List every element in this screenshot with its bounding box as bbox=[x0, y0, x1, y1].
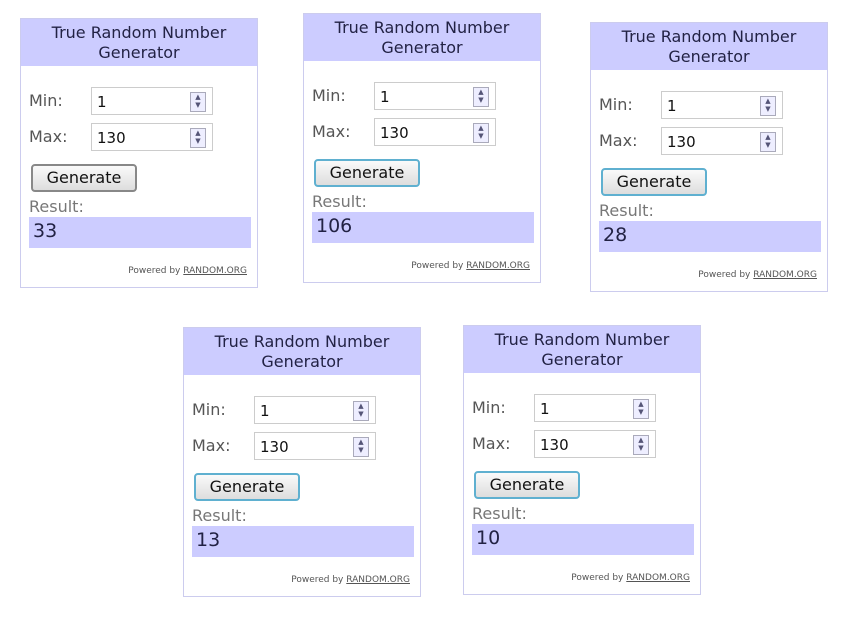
widget-title: True Random Number Generator bbox=[304, 14, 540, 61]
generate-button[interactable]: Generate bbox=[194, 473, 300, 501]
random-org-link[interactable]: RANDOM.ORG bbox=[753, 270, 817, 280]
random-org-link[interactable]: RANDOM.ORG bbox=[466, 261, 530, 271]
generate-button[interactable]: Generate bbox=[31, 164, 137, 192]
result-label: Result: bbox=[472, 504, 527, 523]
max-input[interactable]: 130 ▲ ▼ bbox=[254, 432, 376, 460]
spinner-icon[interactable]: ▲ ▼ bbox=[353, 437, 369, 457]
spinner-icon[interactable]: ▲ ▼ bbox=[633, 399, 649, 419]
rng-widget: True Random Number Generator Min: 1 ▲ ▼ Ma… bbox=[590, 22, 828, 292]
powered-text: Powered by bbox=[291, 575, 344, 585]
result-label: Result: bbox=[312, 192, 367, 211]
generate-button[interactable]: Generate bbox=[314, 159, 420, 187]
result-label: Result: bbox=[29, 197, 84, 216]
min-value: 1 bbox=[540, 400, 550, 418]
min-label: Min: bbox=[192, 400, 226, 419]
rng-widget: True Random Number Generator Min: 1 ▲ ▼ Ma… bbox=[183, 327, 421, 597]
rng-widget: True Random Number Generator Min: 1 ▲ ▼ Ma… bbox=[20, 18, 258, 288]
result-value: 28 bbox=[599, 221, 821, 252]
min-label: Min: bbox=[472, 398, 506, 417]
powered-text: Powered by bbox=[128, 266, 181, 276]
result-value: 33 bbox=[29, 217, 251, 248]
min-label: Min: bbox=[29, 91, 63, 110]
powered-by: Powered by RANDOM.ORG bbox=[571, 573, 690, 583]
max-value: 130 bbox=[667, 133, 696, 151]
powered-text: Powered by bbox=[411, 261, 464, 271]
powered-text: Powered by bbox=[698, 270, 751, 280]
min-value: 1 bbox=[260, 402, 270, 420]
max-value: 130 bbox=[540, 436, 569, 454]
spinner-icon[interactable]: ▲ ▼ bbox=[760, 96, 776, 116]
spinner-icon[interactable]: ▲ ▼ bbox=[190, 92, 206, 112]
max-label: Max: bbox=[192, 436, 231, 455]
min-input[interactable]: 1 ▲ ▼ bbox=[534, 394, 656, 422]
widget-title: True Random Number Generator bbox=[184, 328, 420, 375]
widget-title: True Random Number Generator bbox=[464, 326, 700, 373]
spinner-icon[interactable]: ▲ ▼ bbox=[473, 123, 489, 143]
min-value: 1 bbox=[380, 88, 390, 106]
rng-widget: True Random Number Generator Min: 1 ▲ ▼ Ma… bbox=[463, 325, 701, 595]
random-org-link[interactable]: RANDOM.ORG bbox=[183, 266, 247, 276]
random-org-link[interactable]: RANDOM.ORG bbox=[346, 575, 410, 585]
max-label: Max: bbox=[29, 127, 68, 146]
result-label: Result: bbox=[599, 201, 654, 220]
min-input[interactable]: 1 ▲ ▼ bbox=[661, 91, 783, 119]
spinner-icon[interactable]: ▲ ▼ bbox=[190, 128, 206, 148]
max-label: Max: bbox=[472, 434, 511, 453]
min-value: 1 bbox=[97, 93, 107, 111]
spinner-icon[interactable]: ▲ ▼ bbox=[473, 87, 489, 107]
max-label: Max: bbox=[312, 122, 351, 141]
max-value: 130 bbox=[260, 438, 289, 456]
result-label: Result: bbox=[192, 506, 247, 525]
spinner-icon[interactable]: ▲ ▼ bbox=[353, 401, 369, 421]
min-value: 1 bbox=[667, 97, 677, 115]
max-input[interactable]: 130 ▲ ▼ bbox=[91, 123, 213, 151]
spinner-icon[interactable]: ▲ ▼ bbox=[633, 435, 649, 455]
generate-button[interactable]: Generate bbox=[601, 168, 707, 196]
min-input[interactable]: 1 ▲ ▼ bbox=[254, 396, 376, 424]
powered-by: Powered by RANDOM.ORG bbox=[128, 266, 247, 276]
min-label: Min: bbox=[312, 86, 346, 105]
max-value: 130 bbox=[97, 129, 126, 147]
random-org-link[interactable]: RANDOM.ORG bbox=[626, 573, 690, 583]
powered-text: Powered by bbox=[571, 573, 624, 583]
min-input[interactable]: 1 ▲ ▼ bbox=[374, 82, 496, 110]
result-value: 106 bbox=[312, 212, 534, 243]
max-label: Max: bbox=[599, 131, 638, 150]
min-label: Min: bbox=[599, 95, 633, 114]
powered-by: Powered by RANDOM.ORG bbox=[698, 270, 817, 280]
max-input[interactable]: 130 ▲ ▼ bbox=[534, 430, 656, 458]
generate-button[interactable]: Generate bbox=[474, 471, 580, 499]
powered-by: Powered by RANDOM.ORG bbox=[291, 575, 410, 585]
spinner-icon[interactable]: ▲ ▼ bbox=[760, 132, 776, 152]
max-input[interactable]: 130 ▲ ▼ bbox=[374, 118, 496, 146]
result-value: 10 bbox=[472, 524, 694, 555]
rng-widget: True Random Number Generator Min: 1 ▲ ▼ Ma… bbox=[303, 13, 541, 283]
min-input[interactable]: 1 ▲ ▼ bbox=[91, 87, 213, 115]
widget-title: True Random Number Generator bbox=[591, 23, 827, 70]
widget-title: True Random Number Generator bbox=[21, 19, 257, 66]
result-value: 13 bbox=[192, 526, 414, 557]
max-value: 130 bbox=[380, 124, 409, 142]
powered-by: Powered by RANDOM.ORG bbox=[411, 261, 530, 271]
max-input[interactable]: 130 ▲ ▼ bbox=[661, 127, 783, 155]
